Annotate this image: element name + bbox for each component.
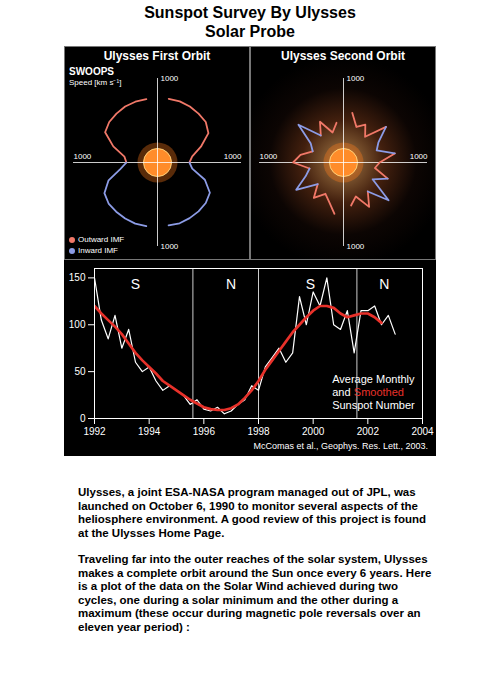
html-text:and Smoothed: and Smoothed [332,386,404,398]
svg-text:2000: 2000 [302,426,325,437]
html-text:SWOOPS: SWOOPS [69,66,114,77]
svg-text:0: 0 [80,413,86,424]
svg-text:1994: 1994 [138,426,161,437]
svg-text:N: N [379,276,389,292]
html-text:Ulysses Second Orbit: Ulysses Second Orbit [281,49,405,63]
svg-text:1000: 1000 [347,74,365,83]
svg-text:1992: 1992 [83,426,106,437]
html-text:Outward IMF: Outward IMF [78,235,125,244]
html-text:Sunspot Survey By Ulysses: Sunspot Survey By Ulysses [144,4,356,21]
html-text:McComas et al., Geophys. Res.: McComas et al., Geophys. Res. Lett., 200… [253,441,428,451]
svg-text:N: N [226,276,236,292]
svg-text:1000: 1000 [410,152,428,161]
svg-text:1996: 1996 [193,426,216,437]
svg-text:1000: 1000 [260,152,278,161]
html-text:Ulysses, a joint ESA-NASA prog: Ulysses, a joint ESA-NASA program manage… [78,486,426,539]
svg-text:1000: 1000 [161,74,179,83]
html-text:Traveling far into the outer r: Traveling far into the outer reaches of … [78,553,432,633]
svg-text:1000: 1000 [347,242,365,251]
html-text:Solar Probe: Solar Probe [205,23,295,40]
html-text:Ulysses First Orbit: Ulysses First Orbit [103,49,211,63]
html-text:Average Monthly: Average Monthly [332,373,415,385]
html-text:Speed [km s⁻¹]: Speed [km s⁻¹] [69,78,122,87]
svg-text:1000: 1000 [74,152,92,161]
svg-text:150: 150 [69,272,86,283]
svg-text:1998: 1998 [247,426,270,437]
html-text:Inward IMF: Inward IMF [78,246,118,255]
svg-text:2004: 2004 [411,426,434,437]
svg-text:50: 50 [74,366,86,377]
svg-text:S: S [306,276,315,292]
svg-text:S: S [131,276,140,292]
html-text:Sunspot Number: Sunspot Number [332,399,415,411]
svg-text:2002: 2002 [357,426,380,437]
svg-text:1000: 1000 [161,242,179,251]
svg-text:100: 100 [69,319,86,330]
svg-text:1000: 1000 [224,152,242,161]
